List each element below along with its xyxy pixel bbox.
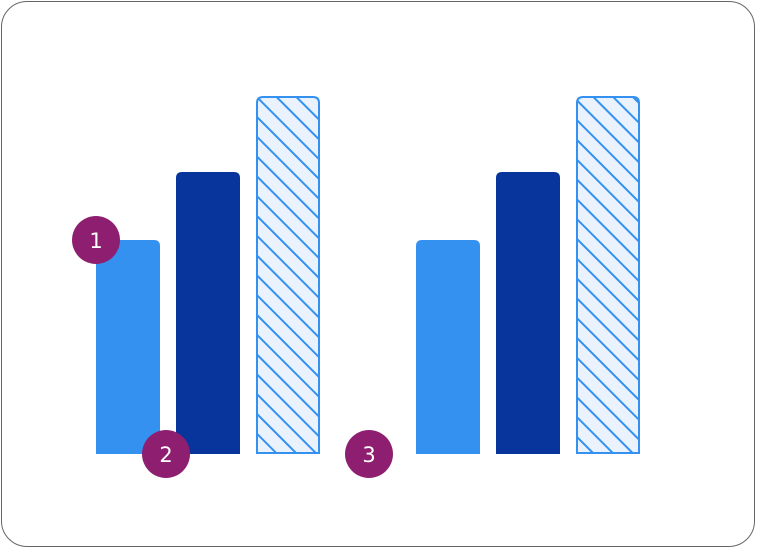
bar-group-2 bbox=[416, 96, 640, 454]
bar-group-1-bar-dark bbox=[176, 172, 240, 454]
bar-group-2-bar-light bbox=[416, 240, 480, 454]
callout-2: 2 bbox=[142, 430, 190, 478]
callout-3-badge bbox=[345, 430, 393, 478]
bar-group-1 bbox=[96, 96, 320, 454]
callout-3-label: 3 bbox=[362, 443, 375, 467]
callout-1-label: 1 bbox=[89, 229, 102, 253]
bar-group-1-bar-hatched bbox=[256, 96, 320, 454]
bar-group-2-bar-hatched bbox=[576, 96, 640, 454]
callout-2-badge bbox=[142, 430, 190, 478]
bar-group-1-bar-light bbox=[96, 240, 160, 454]
callout-3: 3 bbox=[345, 430, 393, 478]
bar-group-2-bar-dark bbox=[496, 172, 560, 454]
callout-2-label: 2 bbox=[159, 443, 172, 467]
callout-1: 1 bbox=[72, 216, 120, 264]
callout-1-badge bbox=[72, 216, 120, 264]
